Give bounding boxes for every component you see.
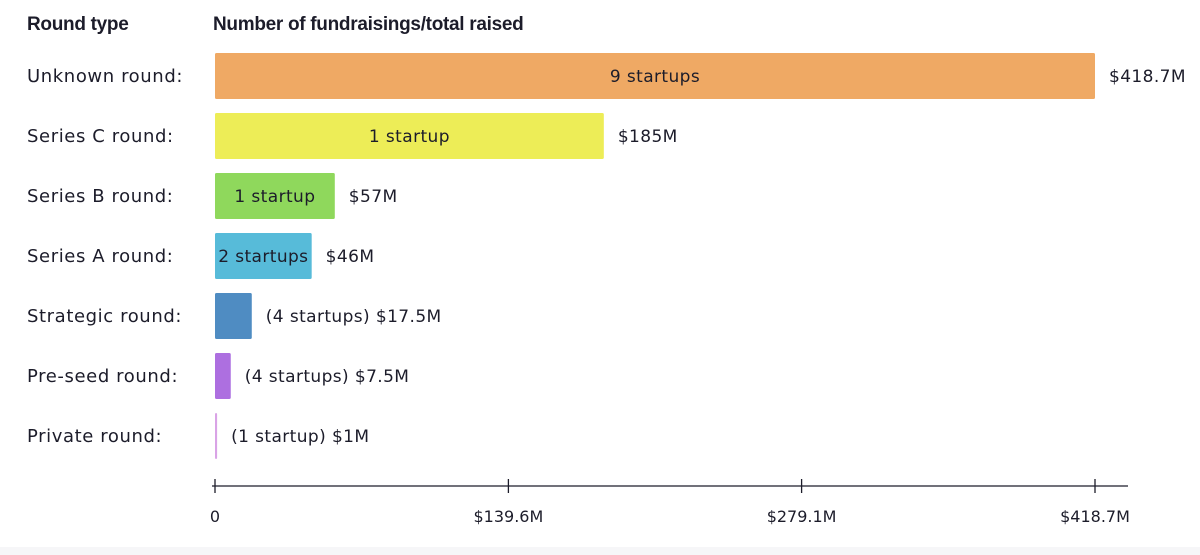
bar [215, 353, 231, 399]
bar [215, 233, 312, 279]
category-label: Series B round: [27, 186, 173, 207]
bar-inside-label: 9 startups [610, 67, 700, 87]
category-label: Private round: [27, 426, 162, 447]
bar-inside-label: 1 startup [369, 127, 450, 147]
bar-value-label: $57M [349, 187, 398, 207]
bar-value-label: $185M [618, 127, 678, 147]
bar [215, 53, 1095, 99]
bar-inside-label: 2 startups [218, 247, 308, 267]
footer-strip [0, 547, 1200, 555]
bar [215, 173, 335, 219]
bar-value-label: (4 startups) $17.5M [266, 307, 442, 327]
category-label: Strategic round: [27, 306, 182, 327]
bar-value-label: $46M [326, 247, 375, 267]
bar-inside-label: 1 startup [234, 187, 315, 207]
bar [215, 113, 604, 159]
metric-header: Number of fundraisings/total raised [213, 14, 524, 35]
bar-value-label: $418.7M [1109, 67, 1186, 87]
x-tick-label: $279.1M [767, 507, 837, 526]
category-label: Unknown round: [27, 66, 183, 87]
bar [215, 293, 252, 339]
bar-value-label: (4 startups) $7.5M [245, 367, 410, 387]
x-tick-label: $139.6M [474, 507, 544, 526]
category-label: Series C round: [27, 126, 174, 147]
category-label: Series A round: [27, 246, 173, 267]
x-tick-label: 0 [210, 507, 220, 526]
category-label: Pre-seed round: [27, 366, 178, 387]
bar [215, 413, 218, 459]
x-tick-label: $418.7M [1060, 507, 1130, 526]
bar-value-label: (1 startup) $1M [231, 427, 369, 447]
round-type-header: Round type [27, 14, 129, 35]
